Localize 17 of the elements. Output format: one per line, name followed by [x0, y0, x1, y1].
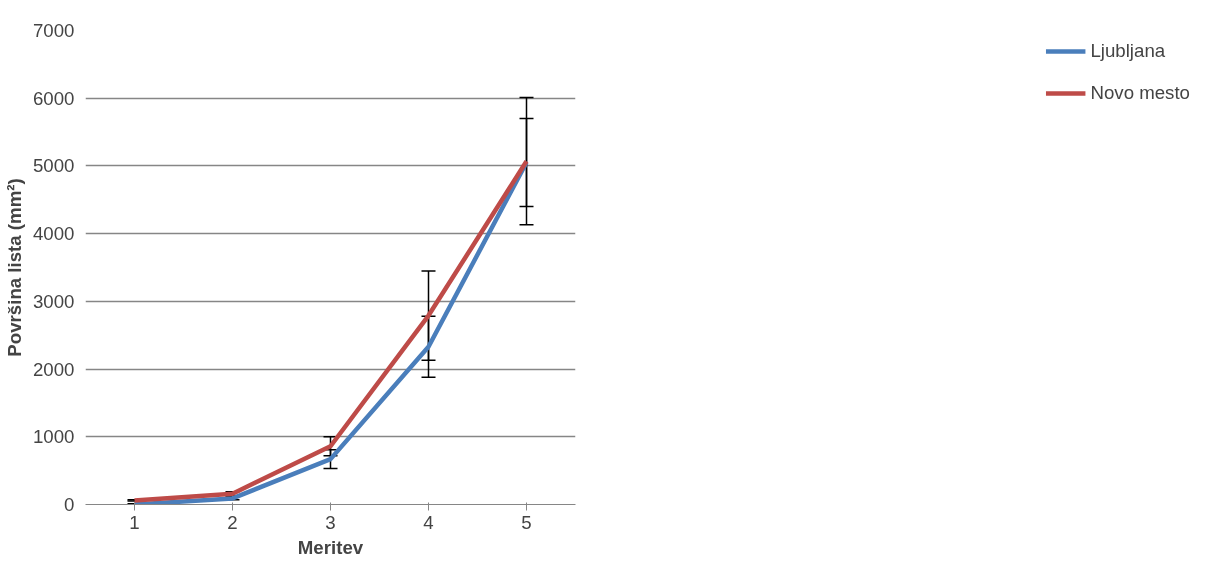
x-axis-title: Meritev — [297, 536, 364, 558]
y-tick-label: 1000 — [33, 426, 75, 448]
y-tick-label: 0 — [64, 494, 75, 515]
y-tick-label: 6000 — [33, 87, 75, 109]
x-tick-label: 3 — [325, 511, 336, 533]
x-tick-label: 1 — [129, 511, 140, 533]
y-axis-title: Površina lista (mm²) — [4, 178, 25, 357]
x-tick-label: 4 — [423, 511, 434, 533]
legend-label: Ljubljana — [1090, 40, 1166, 62]
y-tick-label: 7000 — [33, 20, 75, 41]
y-tick-label: 3000 — [33, 290, 75, 312]
y-tick-label: 4000 — [33, 223, 75, 245]
legend-label: Novo mesto — [1090, 82, 1190, 104]
y-tick-label: 2000 — [33, 358, 75, 380]
x-tick-label: 2 — [227, 511, 238, 533]
x-tick-label: 5 — [521, 511, 532, 533]
y-tick-label: 5000 — [33, 155, 75, 177]
